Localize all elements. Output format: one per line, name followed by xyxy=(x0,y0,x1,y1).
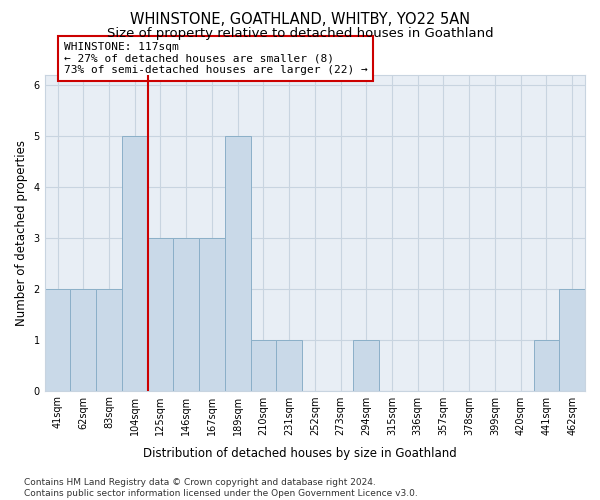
Bar xyxy=(559,289,585,390)
Text: Distribution of detached houses by size in Goathland: Distribution of detached houses by size … xyxy=(143,448,457,460)
Text: WHINSTONE, GOATHLAND, WHITBY, YO22 5AN: WHINSTONE, GOATHLAND, WHITBY, YO22 5AN xyxy=(130,12,470,28)
Text: Size of property relative to detached houses in Goathland: Size of property relative to detached ho… xyxy=(107,28,493,40)
Bar xyxy=(251,340,276,390)
Bar xyxy=(70,289,96,390)
Y-axis label: Number of detached properties: Number of detached properties xyxy=(15,140,28,326)
Bar xyxy=(353,340,379,390)
Bar xyxy=(199,238,225,390)
Text: Contains HM Land Registry data © Crown copyright and database right 2024.
Contai: Contains HM Land Registry data © Crown c… xyxy=(24,478,418,498)
Bar xyxy=(148,238,173,390)
Bar xyxy=(276,340,302,390)
Bar xyxy=(96,289,122,390)
Bar xyxy=(533,340,559,390)
Bar xyxy=(44,289,70,390)
Text: WHINSTONE: 117sqm
← 27% of detached houses are smaller (8)
73% of semi-detached : WHINSTONE: 117sqm ← 27% of detached hous… xyxy=(64,42,367,75)
Bar xyxy=(122,136,148,390)
Bar xyxy=(173,238,199,390)
Bar xyxy=(225,136,251,390)
